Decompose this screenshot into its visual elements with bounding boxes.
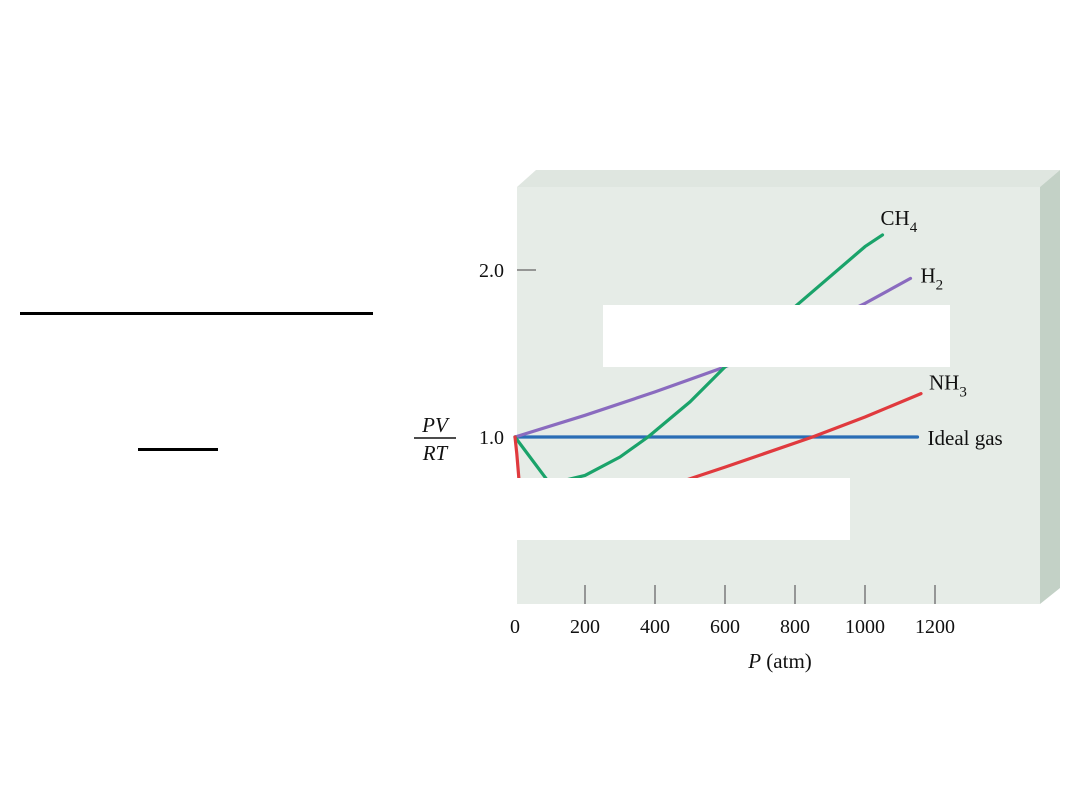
occluding-box-lower — [511, 478, 850, 540]
x-tick-label: 0 — [510, 616, 520, 638]
x-tick-label: 1000 — [845, 616, 885, 638]
x-tick-label: 800 — [780, 616, 810, 638]
x-tick-label: 200 — [570, 616, 600, 638]
series-label-name: CH — [881, 206, 910, 230]
x-tick-label: 600 — [710, 616, 740, 638]
x-axis-label: P (atm) — [747, 649, 812, 673]
y-tick-label: 2.0 — [479, 260, 504, 282]
y-axis-ticks: 1.0 2.0 — [479, 260, 536, 449]
horizontal-rule-short — [138, 448, 218, 451]
y-axis-label: PV RT — [414, 413, 456, 465]
series-label-name: H — [921, 263, 936, 287]
series-label-subscript: 3 — [959, 385, 967, 401]
x-tick-label: 400 — [640, 616, 670, 638]
x-tick-label: 1200 — [915, 616, 955, 638]
series-label-name: Ideal gas — [928, 426, 1003, 450]
y-axis-label-numerator: PV — [421, 413, 450, 437]
series-label-h2: H2 — [921, 263, 944, 293]
series-label-subscript: 4 — [910, 220, 918, 236]
series-label-name: NH — [929, 371, 959, 395]
y-tick-label: 1.0 — [479, 427, 504, 449]
y-axis-label-denominator: RT — [422, 441, 449, 465]
occluding-box-upper — [603, 305, 950, 367]
plot-top-face — [517, 170, 1060, 187]
series-label-subscript: 2 — [936, 277, 944, 293]
horizontal-rule-long — [20, 312, 373, 315]
series-label-nh3: NH3 — [929, 371, 967, 401]
x-axis-ticks: 0 200 400 600 800 1000 1200 — [510, 585, 955, 638]
series-label-ch4: CH4 — [881, 206, 918, 236]
series-label-ideal-gas: Ideal gas — [928, 426, 1003, 450]
plot-right-face — [1040, 170, 1060, 604]
x-axis-label-unit: (atm) — [766, 649, 811, 673]
x-axis-label-symbol: P — [747, 649, 761, 673]
